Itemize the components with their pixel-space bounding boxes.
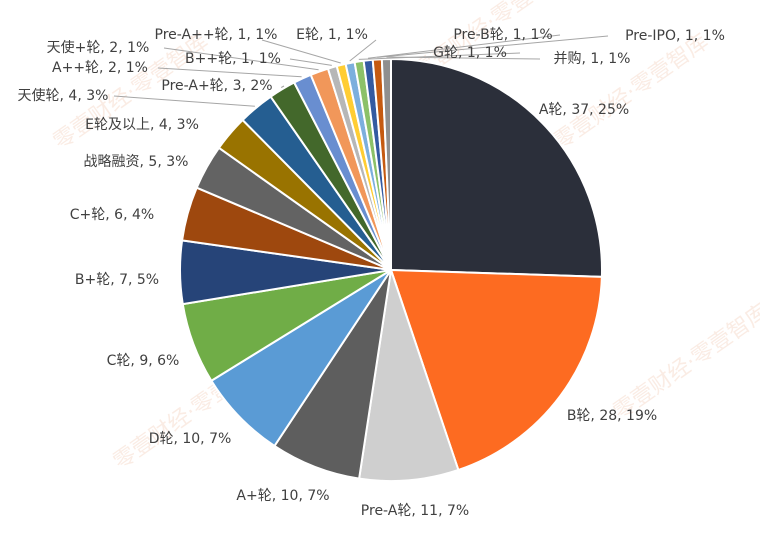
watermark-text: 零壹财经·零壹智库	[549, 29, 713, 154]
pie-slices	[179, 57, 603, 482]
slice-data-label: A轮, 37, 25%	[539, 102, 629, 118]
leader-line	[280, 85, 285, 88]
slice-data-label: E轮, 1, 1%	[296, 27, 368, 43]
leader-line	[113, 95, 255, 107]
slice-data-label: Pre-B轮, 1, 1%	[453, 27, 552, 43]
slice-data-label: Pre-A++轮, 1, 1%	[155, 27, 278, 43]
slice-data-label: Pre-A轮, 11, 7%	[361, 503, 469, 519]
leader-line	[349, 39, 377, 62]
leader-line	[261, 39, 341, 64]
leader-line	[289, 58, 332, 66]
leader-line	[358, 52, 521, 60]
leader-line	[377, 35, 609, 58]
slice-data-label: Pre-A+轮, 3, 2%	[161, 78, 272, 94]
leader-lines	[113, 34, 609, 107]
slice-data-label: G轮, 1, 1%	[433, 45, 507, 61]
slice-data-label: 天使轮, 4, 3%	[18, 87, 109, 104]
slice-data-label: D轮, 10, 7%	[149, 431, 232, 447]
slice-data-label: B+轮, 7, 5%	[75, 272, 159, 288]
leader-line	[386, 56, 541, 60]
pie-slice	[390, 57, 603, 278]
slice-data-label: B++轮, 1, 1%	[185, 51, 281, 67]
slice-data-label: 并购, 1, 1%	[554, 51, 631, 67]
slice-data-label: A+轮, 10, 7%	[236, 488, 329, 504]
slice-data-label: Pre-IPO, 1, 1%	[625, 28, 725, 44]
leader-line	[163, 47, 319, 71]
slice-data-label: 战略融资, 5, 3%	[84, 154, 189, 170]
pie-slice	[380, 57, 392, 271]
slice-data-label: 天使+轮, 2, 1%	[47, 39, 150, 56]
leader-line	[157, 67, 302, 78]
slice-data-label: B轮, 28, 19%	[567, 408, 657, 424]
slice-data-label: C轮, 9, 6%	[107, 353, 180, 369]
slice-data-label: A++轮, 2, 1%	[52, 60, 148, 76]
slice-data-label: C+轮, 6, 4%	[70, 207, 154, 223]
data-labels: A轮, 37, 25% B轮, 28, 19% Pre-A轮, 11, 7% A+轮,…	[18, 27, 725, 519]
pie-slice	[389, 268, 603, 472]
watermark-text: 零壹财经·零壹智库	[609, 299, 760, 424]
leader-line	[367, 34, 561, 59]
slice-data-label: E轮及以上, 4, 3%	[85, 117, 199, 133]
